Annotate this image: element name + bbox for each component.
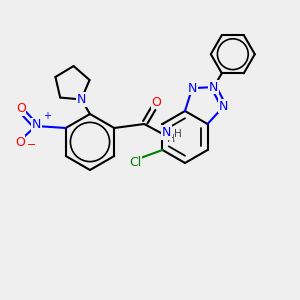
Text: O: O	[15, 136, 25, 148]
Text: H: H	[174, 129, 182, 139]
Text: N: N	[188, 82, 197, 94]
Text: Cl: Cl	[129, 155, 142, 169]
Text: −: −	[27, 140, 36, 150]
Text: N: N	[219, 100, 228, 113]
Text: O: O	[151, 95, 161, 109]
Text: N: N	[162, 127, 171, 140]
Text: O: O	[16, 103, 26, 116]
Text: +: +	[43, 111, 51, 121]
Text: H: H	[167, 134, 176, 144]
Text: N: N	[32, 118, 41, 131]
Text: N: N	[76, 93, 86, 106]
Text: N: N	[162, 125, 171, 139]
Text: N: N	[209, 81, 218, 94]
